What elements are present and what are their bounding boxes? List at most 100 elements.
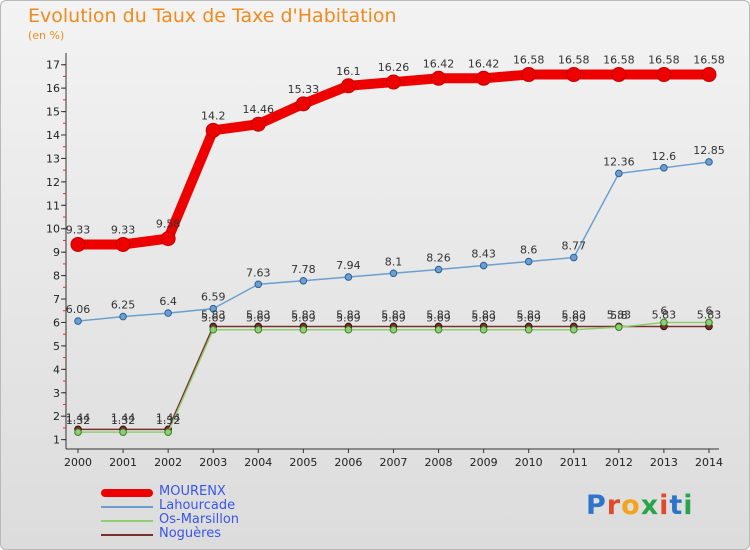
data-label: 12.85 [693, 144, 725, 157]
y-tick-label: 6 [53, 316, 60, 329]
data-point [209, 304, 218, 313]
data-label: 16.58 [513, 54, 545, 67]
y-tick-label: 15 [46, 106, 60, 119]
data-label: 16.42 [423, 57, 455, 70]
data-point [344, 325, 353, 334]
data-label: 14.2 [201, 109, 226, 122]
data-label: 5.83 [607, 308, 632, 321]
data-point [434, 265, 443, 274]
data-point [701, 67, 717, 83]
data-point [160, 231, 176, 247]
y-tick-label: 1 [53, 434, 60, 447]
data-point [705, 158, 713, 166]
data-point [656, 67, 672, 83]
chart-title: Evolution du Taux de Taxe d'Habitation [28, 5, 397, 27]
data-label: 5.69 [516, 312, 541, 325]
y-tick-label: 9 [53, 246, 60, 259]
x-tick-label: 2014 [695, 456, 723, 469]
data-label: 16.42 [468, 57, 500, 70]
data-point [164, 309, 172, 317]
y-tick-label: 13 [46, 152, 60, 165]
y-tick-label: 17 [46, 59, 60, 72]
data-label: 8.43 [471, 248, 496, 261]
data-label: 1.44 [111, 411, 136, 424]
data-label: 5.8 [610, 309, 628, 322]
y-tick-label: 12 [46, 176, 60, 189]
x-tick-label: 2003 [199, 456, 227, 469]
data-point [611, 67, 627, 83]
x-tick-label: 2002 [154, 456, 182, 469]
data-point [569, 325, 578, 334]
logo-letter: i [659, 490, 670, 521]
data-point [431, 70, 447, 86]
data-label: 16.58 [693, 54, 725, 67]
x-tick-label: 2011 [560, 456, 588, 469]
legend-label: Lahourcade [159, 498, 236, 513]
data-label: 5.83 [471, 308, 496, 321]
x-tick-label: 2008 [425, 456, 453, 469]
x-tick-label: 2004 [244, 456, 272, 469]
y-tick-label: 11 [46, 199, 60, 212]
data-label: 5.69 [381, 312, 406, 325]
data-point [119, 428, 127, 436]
y-tick-label: 7 [53, 293, 60, 306]
data-label: 7.78 [291, 263, 316, 276]
data-label: 5.69 [246, 312, 271, 325]
data-label: 5.83 [652, 308, 677, 321]
logo-letter: r [606, 490, 622, 521]
y-tick-label: 3 [53, 387, 60, 400]
data-point [615, 323, 623, 331]
data-label: 12.36 [603, 155, 635, 168]
data-label: 9.58 [156, 218, 181, 231]
y-tick-label: 14 [46, 129, 60, 142]
logo-letter: t [669, 490, 684, 521]
data-label: 8.6 [520, 244, 538, 257]
data-label: 5.83 [697, 308, 722, 321]
data-label: 5.69 [471, 312, 496, 325]
data-point [479, 261, 488, 270]
data-point [479, 325, 488, 334]
legend-label: MOURENX [159, 484, 226, 499]
data-label: 5.69 [201, 312, 226, 325]
data-point [385, 74, 401, 90]
data-point [119, 312, 127, 321]
data-label: 5.69 [426, 312, 451, 325]
data-label: 8.77 [562, 240, 587, 253]
legend-swatch [101, 520, 153, 522]
data-label: 16.1 [336, 65, 361, 78]
x-tick-label: 2006 [334, 456, 362, 469]
logo-letter: o [621, 490, 641, 521]
data-label: 6.59 [201, 291, 226, 304]
data-label: 5.69 [562, 312, 587, 325]
data-label: 1.44 [66, 411, 91, 424]
data-label: 16.58 [648, 54, 680, 67]
data-point [74, 317, 82, 325]
data-point [295, 96, 311, 112]
data-label: 7.63 [246, 266, 271, 279]
y-tick-label: 10 [46, 223, 60, 236]
data-label: 8.26 [426, 252, 451, 265]
data-label: 5.83 [381, 308, 406, 321]
data-label: 5.83 [516, 308, 541, 321]
logo-letter: P [586, 490, 607, 521]
data-point [615, 169, 623, 178]
data-point [205, 122, 221, 138]
y-tick-label: 4 [53, 363, 60, 376]
data-point [389, 325, 398, 334]
data-point [299, 325, 308, 334]
y-tick-label: 8 [53, 270, 60, 283]
data-point [299, 276, 308, 285]
legend-swatch [101, 489, 153, 497]
data-point [254, 325, 263, 334]
x-tick-label: 2007 [379, 456, 407, 469]
data-point [476, 70, 492, 86]
data-point [569, 253, 578, 262]
data-label: 9.33 [66, 223, 91, 236]
data-point [524, 325, 533, 334]
data-label: 6 [705, 304, 712, 317]
proxiti-logo: Proxiti [586, 490, 694, 521]
data-label: 1.32 [66, 414, 91, 427]
data-label: 5.83 [562, 308, 587, 321]
data-label: 12.6 [652, 150, 677, 163]
